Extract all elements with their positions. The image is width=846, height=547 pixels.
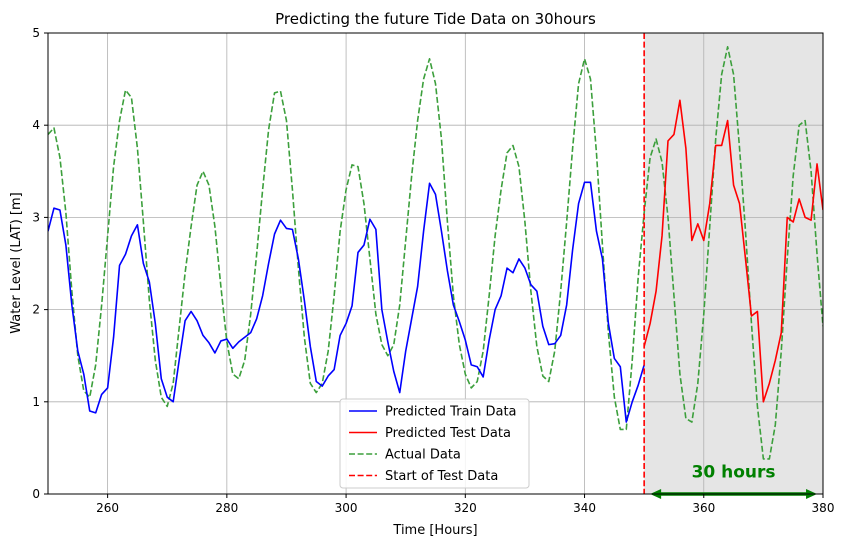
series-line-actual-data — [48, 46, 823, 460]
y-tick-label: 4 — [32, 118, 40, 132]
y-tick-label: 0 — [32, 487, 40, 501]
y-tick-label: 5 — [32, 26, 40, 40]
chart-title: Predicting the future Tide Data on 30hou… — [275, 10, 596, 28]
legend-entry-label: Predicted Test Data — [385, 426, 511, 441]
y-tick-label: 2 — [32, 303, 40, 317]
plot-area: 30 hours 260 280 300 320 340 360 380 0 1 2 3 4 5 Predi… — [32, 26, 834, 515]
legend-box — [339, 398, 530, 489]
y-axis-label: Water Level (LAT) [m] — [9, 192, 24, 333]
x-tick-label: 260 — [96, 501, 119, 515]
axes-frame — [47, 32, 824, 495]
x-tick-label: 280 — [215, 501, 238, 515]
series-line-predicted-test-data — [643, 99, 823, 403]
series-line-predicted-train-data — [48, 181, 645, 423]
x-axis-label: Time [Hours] — [392, 523, 477, 538]
legend: Predicted Train Data Predicted Test Data A… — [339, 398, 530, 489]
legend-entry-label: Actual Data — [385, 448, 461, 463]
y-tick-label: 3 — [32, 210, 40, 224]
series-group — [48, 46, 823, 460]
x-tick-label: 380 — [812, 501, 835, 515]
duration-annotation-label: 30 hours — [692, 462, 776, 482]
legend-entry-label: Start of Test Data — [385, 469, 498, 484]
legend-entry-label: Predicted Train Data — [385, 405, 517, 420]
x-tick-label: 320 — [454, 501, 477, 515]
test-region-shade — [644, 33, 823, 494]
x-tick-label: 360 — [692, 501, 715, 515]
y-tick-label: 1 — [32, 395, 40, 409]
x-tick-label: 300 — [335, 501, 358, 515]
x-tick-label: 340 — [573, 501, 596, 515]
